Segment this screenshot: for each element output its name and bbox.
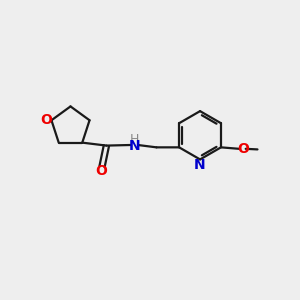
Text: N: N [194,158,206,172]
Text: H: H [129,133,139,146]
Text: O: O [237,142,249,156]
Text: O: O [40,113,52,127]
Text: N: N [128,139,140,153]
Text: O: O [95,164,107,178]
